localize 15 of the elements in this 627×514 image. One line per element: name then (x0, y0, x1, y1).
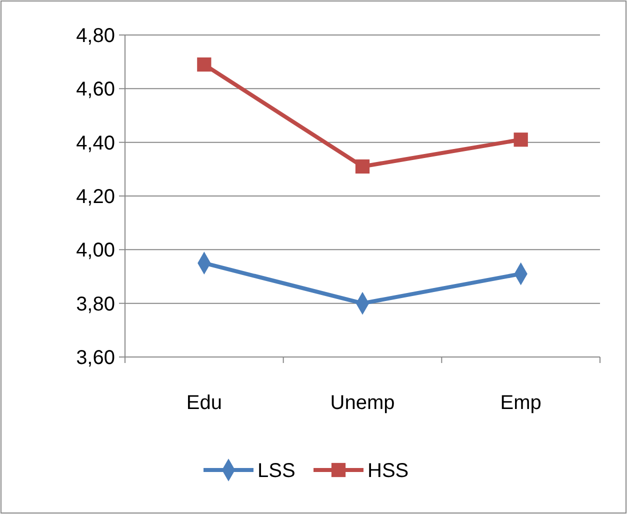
y-tick-label: 3,80 (76, 293, 115, 316)
point (514, 132, 528, 147)
legend-label: HSS (368, 460, 409, 482)
point (197, 57, 212, 72)
y-tick-label: 3,60 (76, 347, 115, 369)
y-tick-label: 4,60 (76, 78, 115, 101)
y-tick-label: 4,00 (76, 240, 115, 262)
point (355, 159, 370, 174)
y-tick-label: 4,80 (76, 25, 115, 47)
y-tick-label: 4,40 (76, 132, 115, 154)
x-tick-label: Emp (500, 392, 542, 414)
y-tick-label: 4,20 (76, 186, 115, 208)
legend-label: LSS (258, 460, 296, 482)
x-tick-label: Unemp (330, 392, 395, 414)
x-tick-label: Edu (186, 392, 222, 414)
